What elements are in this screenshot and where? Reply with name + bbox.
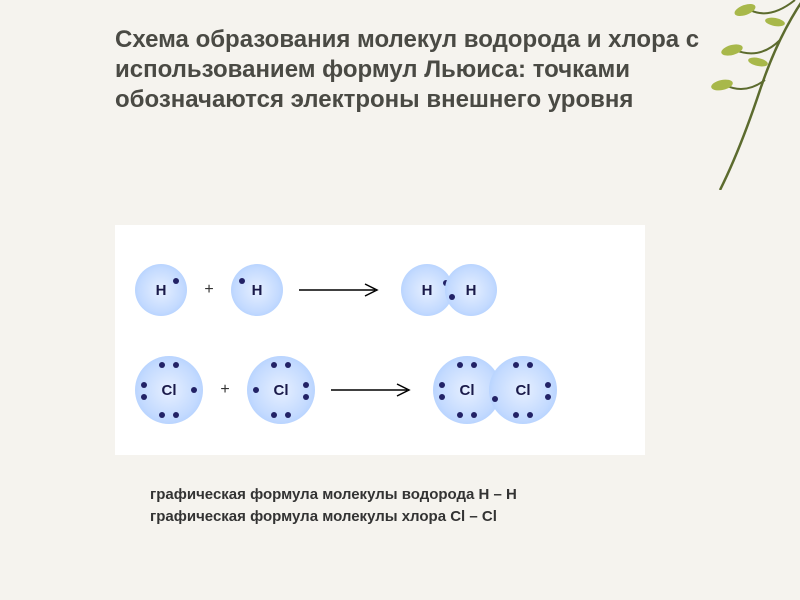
chlorine-symbol: Cl xyxy=(274,382,289,399)
hydrogen-symbol: H xyxy=(422,282,433,299)
chlorine-atom-left: Cl xyxy=(135,356,203,424)
slide-title: Схема образования молекул водорода и хло… xyxy=(115,25,715,115)
hydrogen-symbol: H xyxy=(466,282,477,299)
plus-sign: + xyxy=(201,281,217,299)
hydrogen-row: H + H H H xyxy=(125,240,635,340)
formulas-block: графическая формула молекулы водорода H … xyxy=(150,485,710,528)
hydrogen-symbol: H xyxy=(252,282,263,299)
chlorine-symbol: Cl xyxy=(516,382,531,399)
arrow-icon xyxy=(297,280,387,300)
hydrogen-atom-left: H xyxy=(135,264,187,316)
hydrogen-atom-right: H xyxy=(231,264,283,316)
chlorine-symbol: Cl xyxy=(162,382,177,399)
arrow-icon xyxy=(329,380,419,400)
hydrogen-molecule: H H xyxy=(401,264,497,316)
plus-sign: + xyxy=(217,381,233,399)
chlorine-row: Cl + Cl Cl xyxy=(125,340,635,440)
h2-atom-2: H xyxy=(445,264,497,316)
chlorine-symbol: Cl xyxy=(460,382,475,399)
formula-chlorine: графическая формула молекулы хлора Cl – … xyxy=(150,507,710,527)
chlorine-atom-right: Cl xyxy=(247,356,315,424)
chlorine-molecule: Cl Cl xyxy=(433,356,557,424)
cl2-atom-2: Cl xyxy=(489,356,557,424)
hydrogen-symbol: H xyxy=(156,282,167,299)
lewis-diagram-panel: H + H H H Cl xyxy=(115,225,645,455)
formula-hydrogen: графическая формула молекулы водорода H … xyxy=(150,485,710,505)
